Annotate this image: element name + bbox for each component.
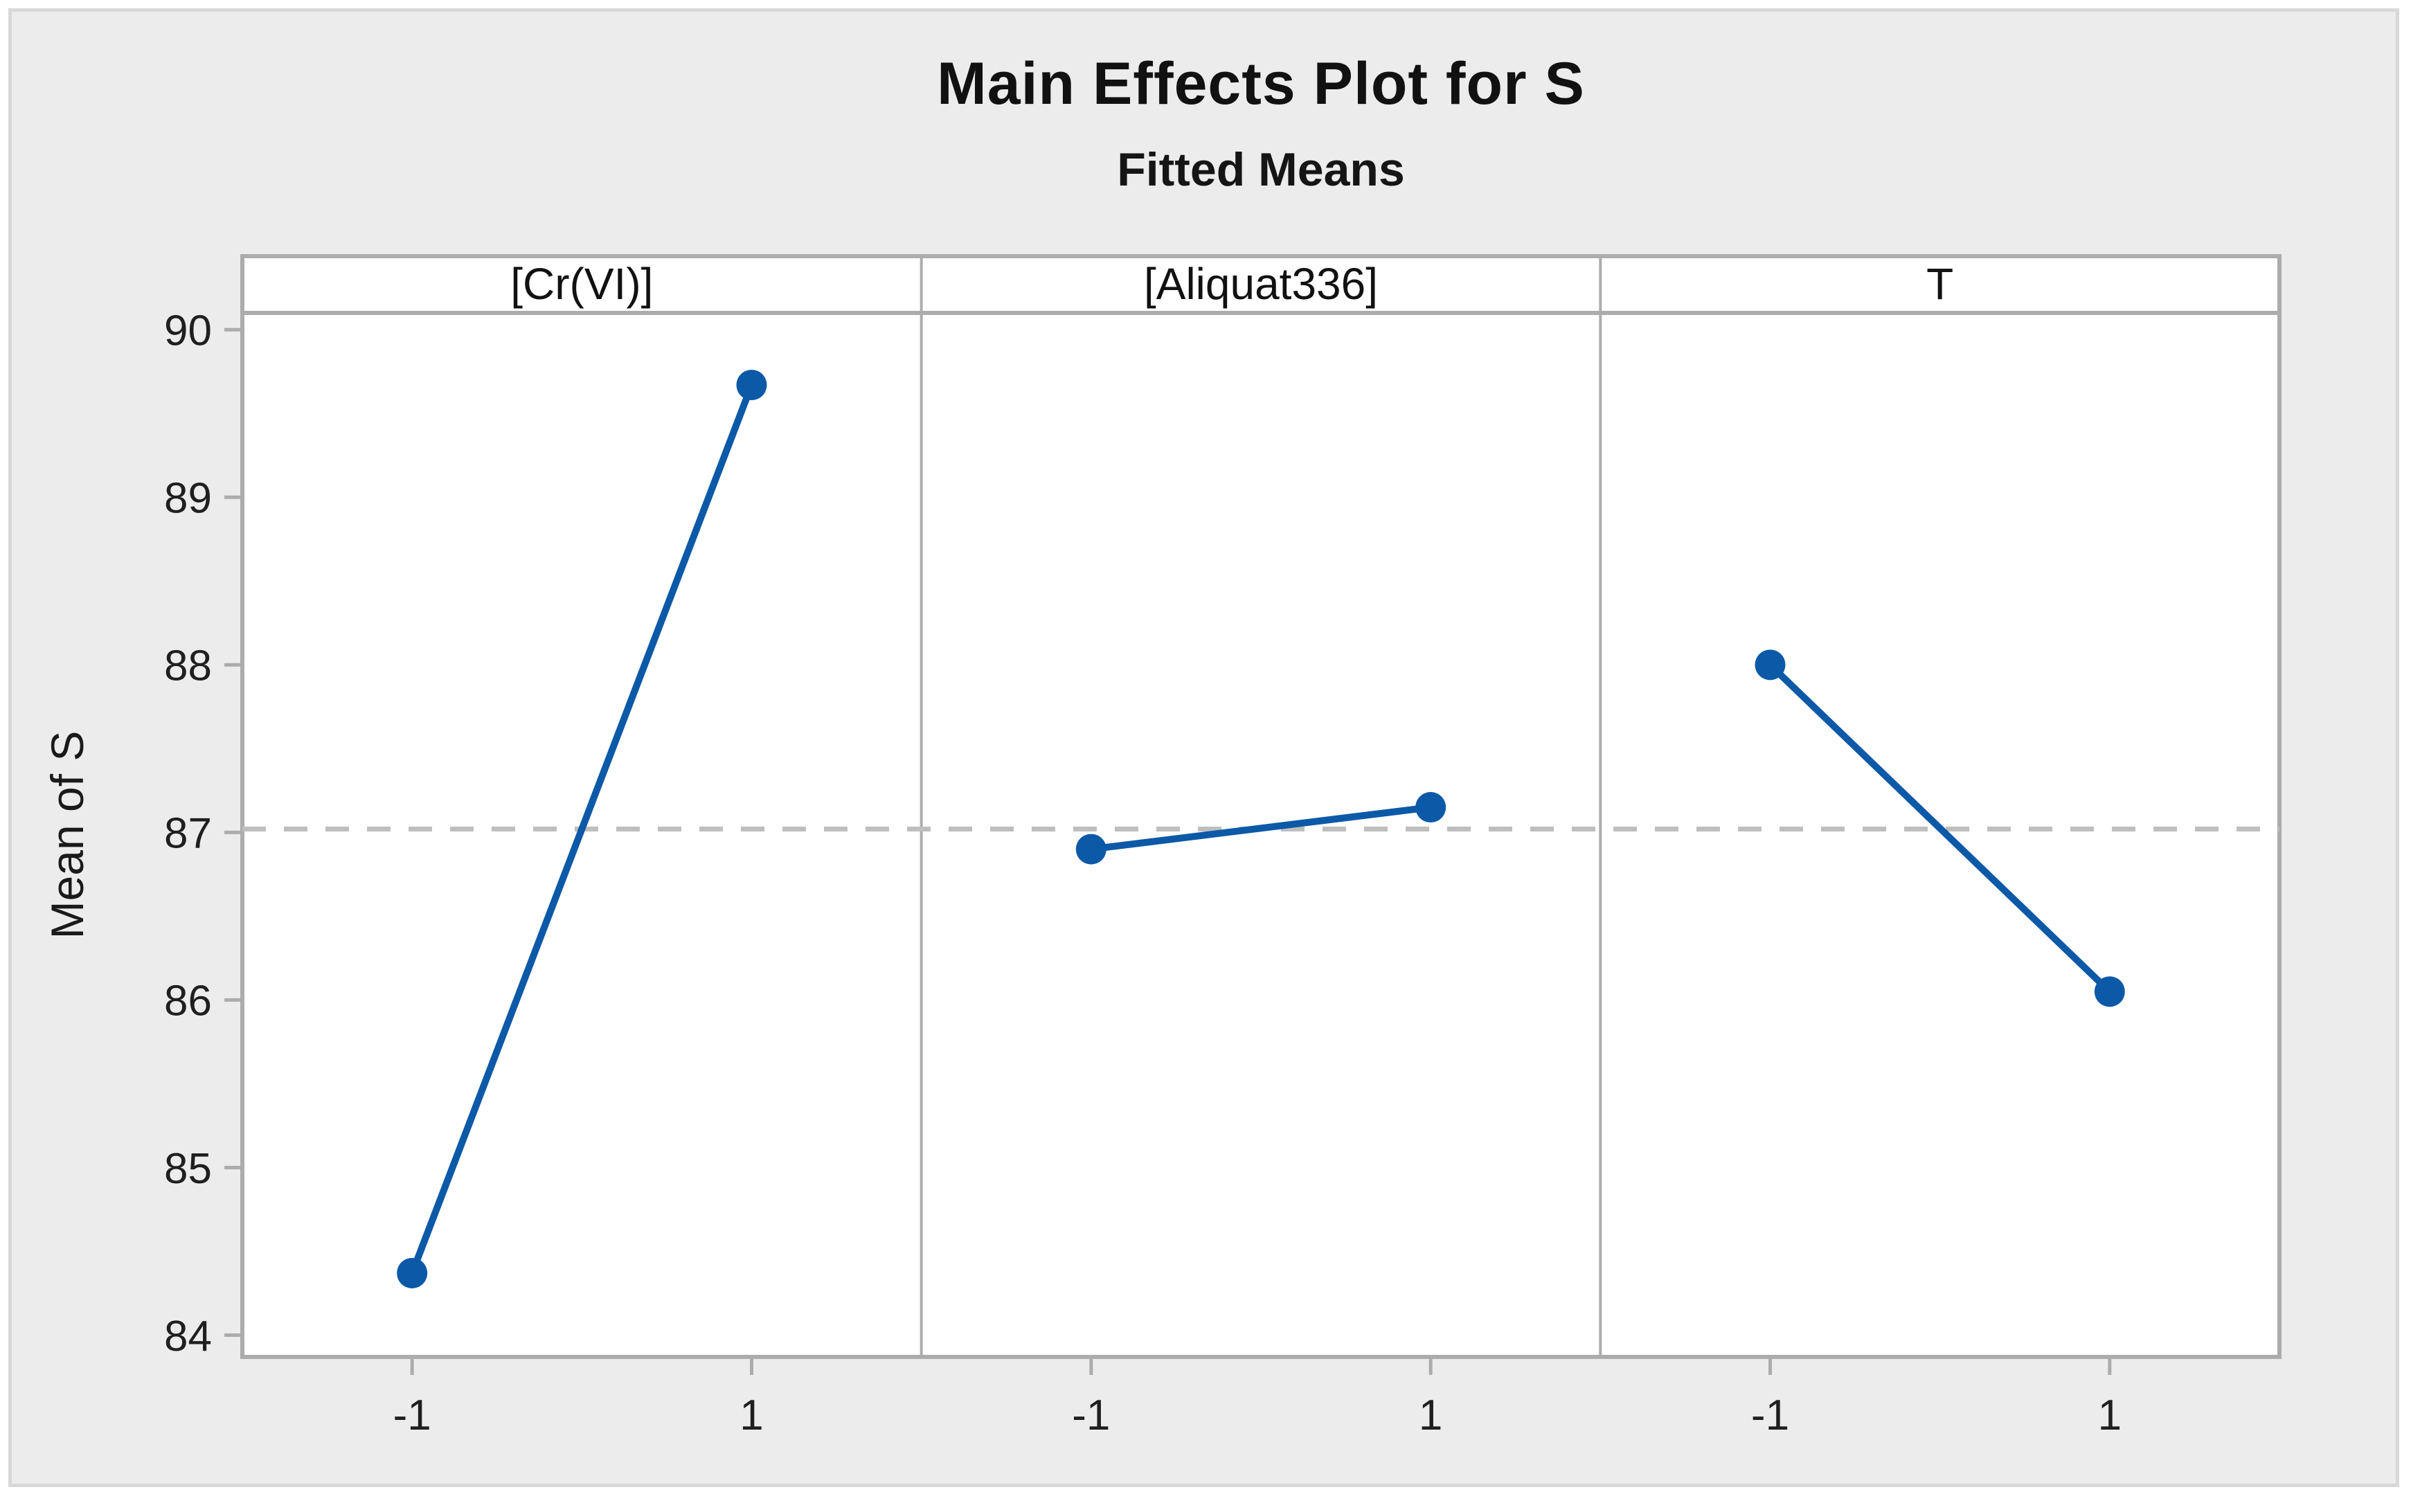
y-tick-label: 89 bbox=[164, 475, 212, 523]
x-tick-label: -1 bbox=[393, 1392, 431, 1439]
series-line bbox=[1768, 662, 2113, 994]
data-point bbox=[1415, 792, 1446, 823]
panel-header-label: [Aliquat336] bbox=[1144, 259, 1378, 309]
chart-title: Main Effects Plot for S bbox=[937, 51, 1585, 117]
x-tick-label: 1 bbox=[1419, 1392, 1442, 1439]
y-tick-label: 84 bbox=[164, 1313, 212, 1360]
y-tick-label: 86 bbox=[164, 978, 212, 1025]
plot-background bbox=[242, 313, 2279, 1357]
x-tick-label: 1 bbox=[2098, 1392, 2122, 1439]
panel-header-label: T bbox=[1926, 259, 1953, 309]
x-tick-label: -1 bbox=[1072, 1392, 1110, 1439]
data-point bbox=[1755, 649, 1786, 681]
chart-subtitle: Fitted Means bbox=[1117, 143, 1405, 196]
data-point bbox=[1075, 834, 1106, 865]
y-tick-label: 90 bbox=[164, 307, 212, 355]
y-tick-label: 87 bbox=[164, 810, 212, 858]
y-tick-label: 88 bbox=[164, 642, 212, 690]
plot-frame bbox=[240, 254, 2282, 1359]
data-point bbox=[736, 370, 767, 401]
x-tick-label: -1 bbox=[1751, 1392, 1789, 1439]
y-tick-label: 85 bbox=[164, 1145, 212, 1193]
x-tick-label: 1 bbox=[740, 1392, 763, 1439]
panel-header-band bbox=[242, 256, 2279, 313]
data-point bbox=[397, 1257, 428, 1288]
panel-header-label: [Cr(VI)] bbox=[510, 259, 653, 309]
series-line bbox=[409, 384, 755, 1275]
series-line bbox=[1091, 804, 1431, 853]
data-point bbox=[2094, 976, 2125, 1007]
